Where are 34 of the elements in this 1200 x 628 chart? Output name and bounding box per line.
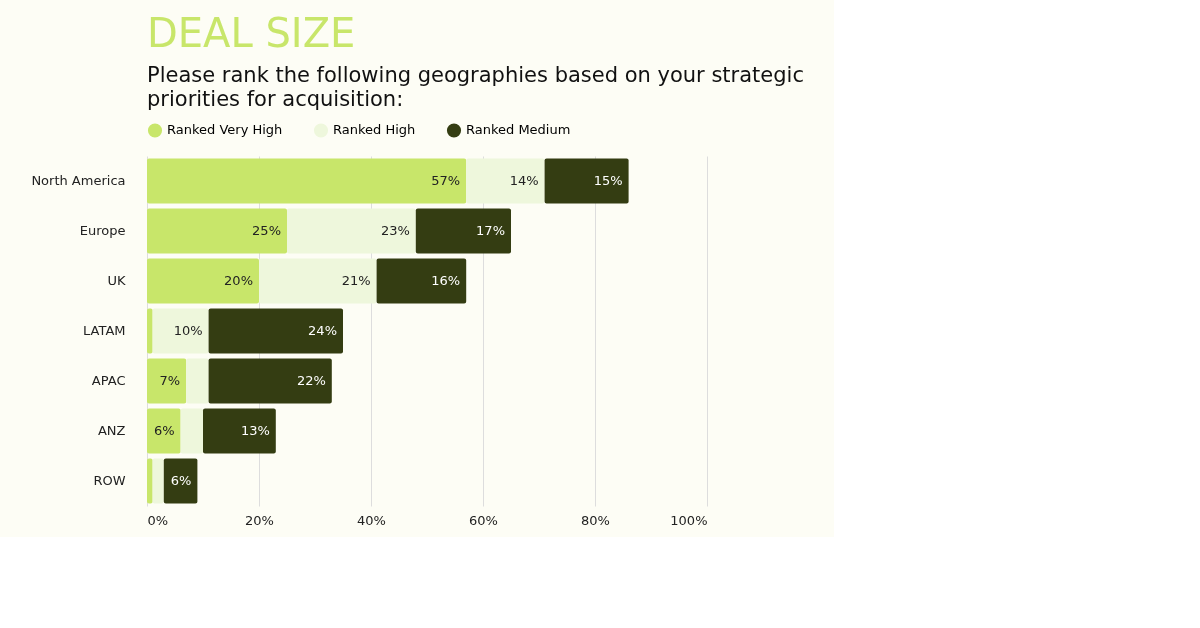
x-tick-label: 20%: [245, 512, 274, 528]
y-tick-label: Europe: [79, 223, 126, 238]
legend-label: Ranked High: [333, 122, 416, 138]
data-label: 14%: [509, 173, 539, 188]
data-label: 23%: [380, 223, 410, 238]
data-label: 22%: [296, 373, 326, 388]
chart-subtitle: Please rank the following geographies based on your strategic priorities for acquisition:: [147, 63, 804, 111]
x-tick-label: 60%: [469, 512, 498, 528]
y-tick-label: LATAM: [83, 323, 126, 338]
y-tick-label: North America: [31, 173, 126, 188]
data-label: 6%: [153, 423, 175, 438]
data-label: 16%: [431, 273, 461, 288]
x-tick-label: 0%: [147, 512, 169, 528]
x-tick-label: 80%: [581, 512, 610, 528]
y-tick-label: ANZ: [97, 423, 126, 438]
x-tick-label: 40%: [357, 512, 386, 528]
data-label: 57%: [431, 173, 461, 188]
data-label: 25%: [252, 223, 281, 238]
data-label: 13%: [240, 423, 270, 438]
data-label: 7%: [159, 373, 181, 388]
y-tick-label: APAC: [91, 373, 126, 388]
data-label: 15%: [593, 173, 623, 188]
data-label: 21%: [341, 273, 371, 288]
data-label: 6%: [170, 473, 192, 488]
legend-label: Ranked Very High: [167, 122, 283, 138]
y-tick-label: UK: [107, 273, 126, 288]
data-label: 24%: [308, 323, 337, 338]
data-label: 20%: [224, 273, 253, 288]
chart-title: DEAL SIZE: [147, 10, 356, 56]
x-tick-label: 100%: [670, 512, 708, 528]
data-label: 10%: [173, 323, 203, 338]
y-tick-label: ROW: [93, 473, 126, 488]
legend-label: Ranked Medium: [466, 122, 571, 138]
data-label: 17%: [476, 223, 505, 238]
